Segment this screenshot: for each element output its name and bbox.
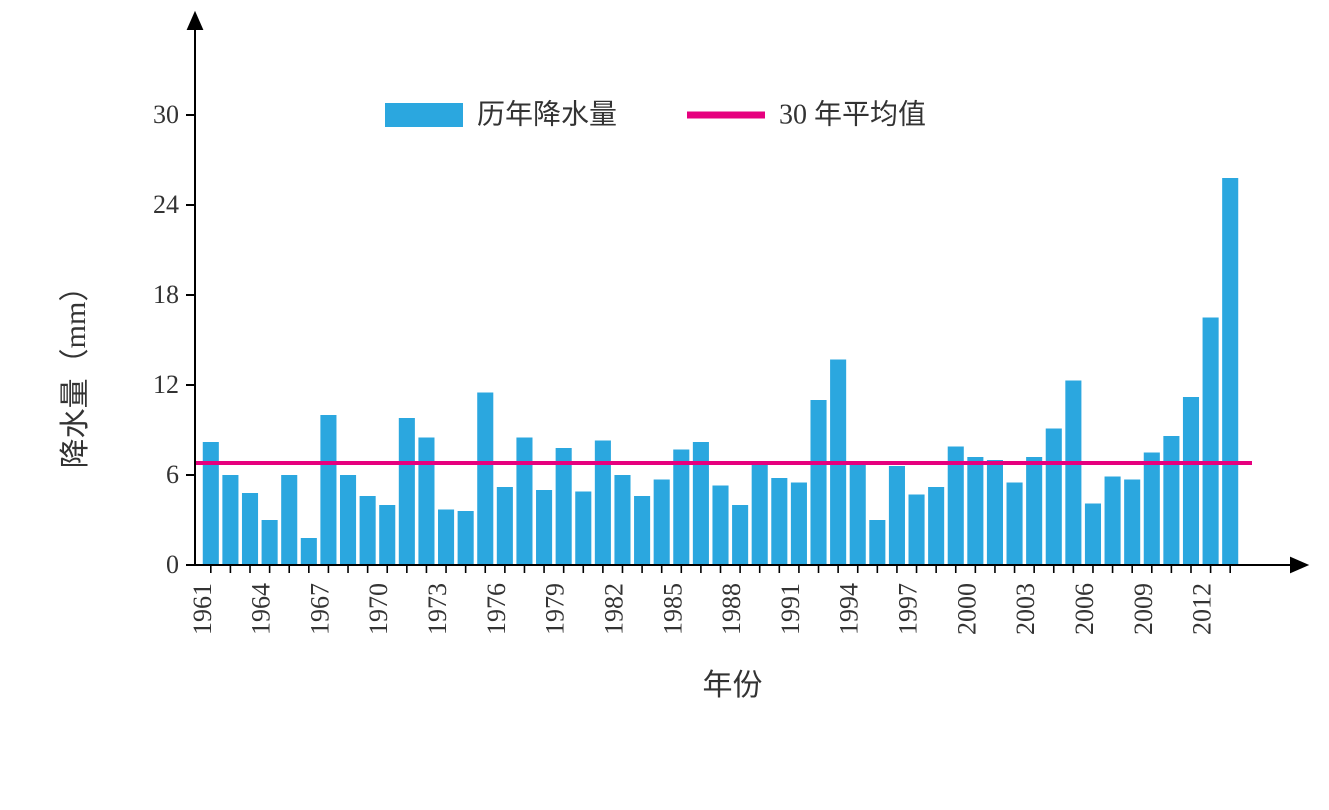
bar [810,400,826,565]
bar [242,493,258,565]
legend-label-line: 30 年平均值 [779,98,926,130]
x-tick-label: 1994 [835,583,864,635]
bar [987,460,1003,565]
bar [1163,436,1179,565]
bar [1085,504,1101,566]
bar [1065,381,1081,566]
bar [536,490,552,565]
bars-group [203,178,1238,565]
y-tick-label: 24 [153,190,179,219]
bar [438,510,454,566]
bar [693,442,709,565]
bar [752,465,768,566]
bar [281,475,297,565]
x-axis-arrow [1290,557,1309,574]
bar [1124,480,1140,566]
x-tick-label: 2003 [1011,583,1040,635]
y-tick-label: 0 [166,550,179,579]
y-tick-label: 30 [153,100,179,129]
bar [497,487,513,565]
bar [771,478,787,565]
x-tick-label: 2012 [1188,583,1217,635]
precipitation-chart: 0 6 12 18 24 30 1961 1964 1967 1970 1973 1976 1979 19… [0,0,1329,810]
bar [1105,477,1121,566]
x-tick-label: 1988 [717,583,746,635]
x-tick-label: 1997 [894,583,923,635]
bar [634,496,650,565]
y-tick-label: 18 [153,280,179,309]
x-tick-label: 2000 [952,583,981,635]
x-tick-label: 1961 [188,583,217,635]
bar [909,495,925,566]
bar [1144,453,1160,566]
bar [889,466,905,565]
chart-svg: 0 6 12 18 24 30 1961 1964 1967 1970 1973 1976 1979 19… [0,0,1329,810]
bar [1046,429,1062,566]
bar [360,496,376,565]
x-axis-label: 年份 [703,669,763,702]
x-tick-label: 1976 [482,583,511,635]
x-tick-label: 1967 [305,583,334,635]
bar [712,486,728,566]
bar [732,505,748,565]
x-tick-label: 1973 [423,583,452,635]
bar [673,450,689,566]
bar [1026,457,1042,565]
bar [928,487,944,565]
bar [556,448,572,565]
bar [1007,483,1023,566]
bar [614,475,630,565]
bar [869,520,885,565]
x-tick-label: 2009 [1129,583,1158,635]
bar [399,418,415,565]
bar [575,492,591,566]
bar [791,483,807,566]
bar [1203,318,1219,566]
y-tick-label: 12 [153,370,179,399]
y-axis-label: 降水量（mm） [59,272,92,469]
bar [320,415,336,565]
bar [262,520,278,565]
legend-label-bar: 历年降水量 [477,98,617,130]
bar [340,475,356,565]
bar [1183,397,1199,565]
bar [203,442,219,565]
bar [516,438,532,566]
x-tick-label: 1982 [599,583,628,635]
bar [967,457,983,565]
x-tick-label: 2006 [1070,583,1099,635]
legend-swatch-line [687,112,765,119]
bar [222,475,238,565]
bar [595,441,611,566]
bar [1222,178,1238,565]
x-tick-label: 1985 [658,583,687,635]
bar [850,463,866,565]
bar [458,511,474,565]
y-axis-arrow [187,11,204,30]
bar [418,438,434,566]
bar [379,505,395,565]
bar [654,480,670,566]
x-tick-label: 1964 [247,583,276,635]
x-tick-label: 1979 [541,583,570,635]
bar [477,393,493,566]
legend-swatch-bar [385,103,463,127]
y-tick-label: 6 [166,460,179,489]
bar [301,538,317,565]
x-tick-label: 1970 [364,583,393,635]
x-tick-label: 1991 [776,583,805,635]
